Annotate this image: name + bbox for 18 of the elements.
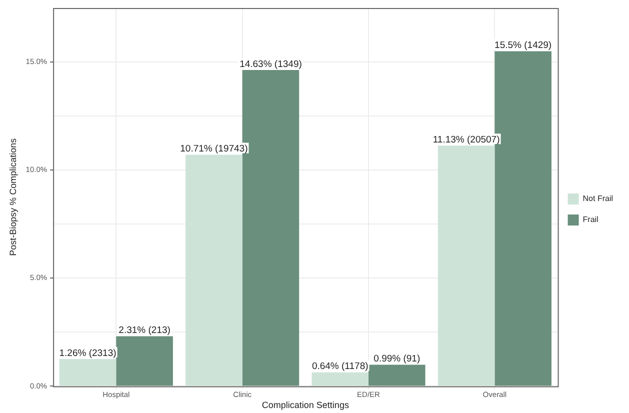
legend-label: Frail	[582, 215, 599, 224]
data-label: 14.63% (1349)	[240, 58, 302, 70]
data-label: 15.5% (1429)	[494, 40, 552, 52]
data-label: 0.64% (1178)	[312, 361, 368, 372]
data-label: 1.26% (2313)	[59, 348, 116, 359]
data-label: 2.31% (213)	[118, 325, 170, 336]
bar	[59, 358, 116, 386]
bar	[312, 372, 369, 386]
data-label: 11.13% (20507)	[432, 134, 500, 146]
data-label: 10.71% (19743)	[180, 144, 248, 155]
bar	[186, 154, 242, 386]
bar	[368, 364, 426, 386]
y-axis-title: Post-Biopsy % Complications	[8, 138, 18, 256]
bar	[116, 336, 173, 386]
data-label: 0.99% (91)	[374, 354, 420, 365]
bar	[438, 146, 495, 386]
legend-label: Not Frail	[582, 194, 614, 204]
x-axis-title: Complication Settings	[262, 400, 350, 410]
